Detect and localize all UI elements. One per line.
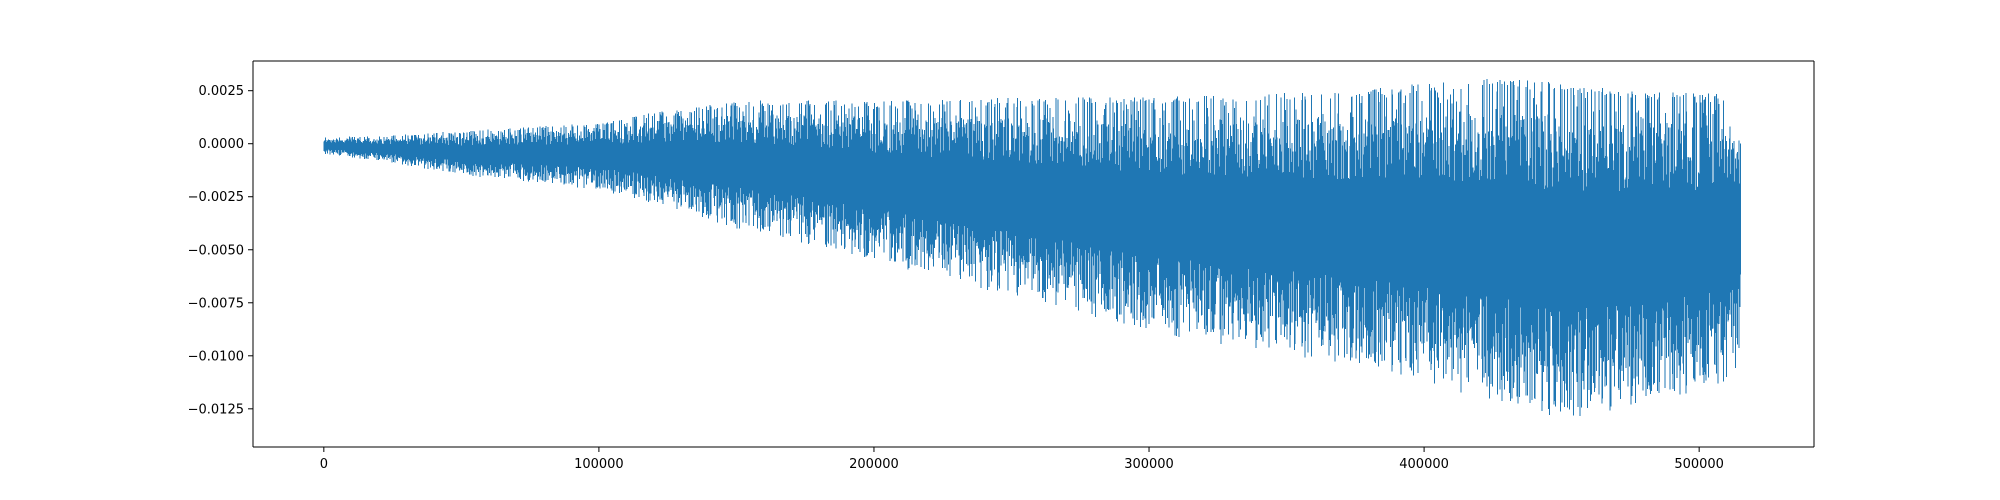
y-tick-label: 0.0025 [199, 84, 245, 99]
x-tick-label: 0 [320, 457, 328, 472]
x-tick-label: 400000 [1399, 457, 1449, 472]
waveform-series-line [323, 78, 1741, 416]
y-tick-label: −0.0100 [188, 349, 244, 364]
x-tick-label: 200000 [849, 457, 899, 472]
y-tick-label: −0.0075 [188, 296, 244, 311]
axes: 0 100000 200000 300000 400000 500000 0.0025 0.0… [188, 60, 1815, 472]
y-tick-label: −0.0125 [188, 402, 244, 417]
x-tick-label: 500000 [1674, 457, 1724, 472]
plot-area [323, 78, 1741, 416]
x-tick-label: 300000 [1124, 457, 1174, 472]
y-tick-label: −0.0050 [188, 243, 244, 258]
y-tick-label: 0.0000 [199, 137, 245, 152]
x-tick-label: 100000 [574, 457, 624, 472]
y-tick-label: −0.0025 [188, 190, 244, 205]
